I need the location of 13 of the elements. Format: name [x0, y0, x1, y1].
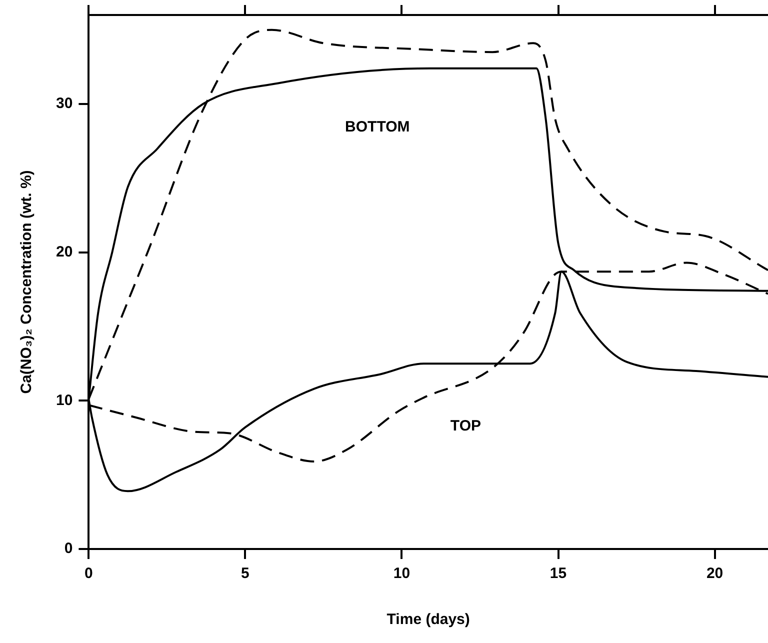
annotation: TOP	[450, 417, 481, 434]
y-tick-label: 0	[64, 540, 73, 558]
y-tick-label: 20	[56, 243, 73, 260]
x-tick-label: 15	[550, 565, 567, 582]
x-tick-label: 10	[393, 565, 410, 582]
annotation: BOTTOM	[345, 118, 410, 136]
x-axis-title: Time (days)	[386, 611, 470, 628]
x-tick-label: 5	[241, 565, 250, 582]
x-tick-label: 0	[84, 565, 93, 582]
y-tick-label: 10	[56, 392, 73, 409]
y-tick-label: 30	[56, 95, 73, 112]
y-axis-title: Ca(NO₃)₂ Concentration (wt. %)	[18, 170, 36, 394]
x-tick-label: 20	[706, 565, 724, 582]
